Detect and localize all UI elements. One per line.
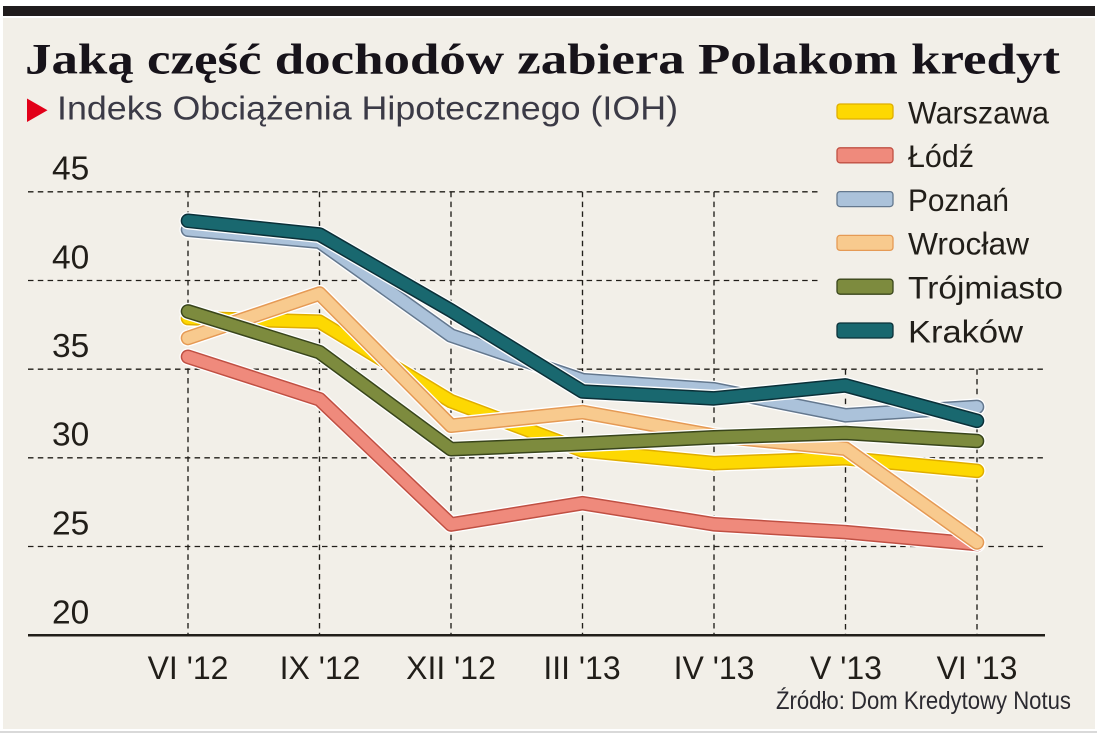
svg-text:Warszawa: Warszawa [908,94,1049,130]
svg-text:35: 35 [52,328,89,365]
svg-text:40: 40 [52,239,89,276]
svg-text:Wrocław: Wrocław [908,226,1029,262]
svg-text:VI '12: VI '12 [148,650,229,686]
svg-text:Źródło: Dom Kredytowy Notus: Źródło: Dom Kredytowy Notus [776,688,1071,715]
svg-text:25: 25 [52,505,89,542]
svg-text:IX '12: IX '12 [280,650,361,686]
svg-text:V '13: V '13 [810,650,882,686]
svg-text:Indeks Obciążenia Hipotecznego: Indeks Obciążenia Hipotecznego (IOH) [57,91,678,128]
svg-text:30: 30 [52,417,89,454]
svg-text:IV '13: IV '13 [674,650,755,686]
svg-text:VI '13: VI '13 [937,650,1018,686]
svg-text:Łódź: Łódź [908,138,974,174]
svg-text:III '13: III '13 [543,650,620,686]
svg-text:XII '12: XII '12 [406,650,496,686]
svg-text:Jaką część dochodów zabiera Po: Jaką część dochodów zabiera Polakom kred… [25,37,1061,84]
svg-text:Poznań: Poznań [908,182,1009,218]
svg-text:Trójmiasto: Trójmiasto [908,270,1063,306]
svg-text:20: 20 [52,594,89,631]
svg-text:45: 45 [52,151,89,188]
svg-text:Kraków: Kraków [908,313,1023,349]
